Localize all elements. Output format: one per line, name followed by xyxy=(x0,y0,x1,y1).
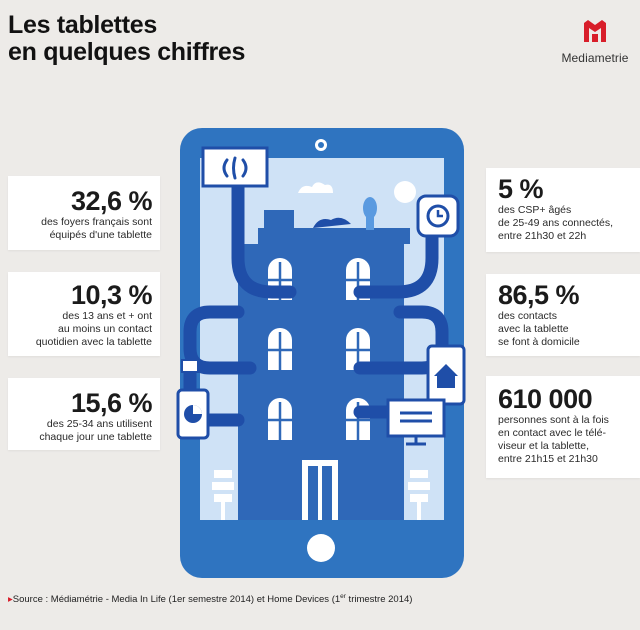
stat-description-line: des contacts xyxy=(498,310,557,322)
stat-description-line: des 13 ans et + ont xyxy=(62,310,152,322)
title-line-1: Les tablettes xyxy=(8,11,157,39)
stat-value: 610 000 xyxy=(498,384,593,414)
stat-description-line: viseur et la tablette, xyxy=(498,440,590,452)
source-marker-icon: ▸ xyxy=(8,594,13,606)
stat-description-line: des foyers français sont xyxy=(41,216,152,228)
logo-wordmark: Mediametrie xyxy=(561,51,629,65)
stat-description-line: au moins un contact xyxy=(58,323,152,335)
wifi-icon xyxy=(222,156,248,180)
stat-value: 15,6 % xyxy=(70,388,153,418)
page-title: Les tablettes en quelques chiffres xyxy=(8,12,245,66)
stat-value: 86,5 % xyxy=(498,280,580,310)
stat-description-line: en contact avec le télé- xyxy=(498,427,606,439)
mediametrie-logo: Mediametrie xyxy=(556,18,634,65)
house-icon xyxy=(434,364,458,388)
building-door xyxy=(302,460,338,520)
pie-chart-icon xyxy=(184,405,202,423)
stat-card-csp: 5 % des CSP+ âgés de 25-49 ans connectés… xyxy=(486,168,640,252)
stat-card-25-34: 15,6 % des 25-34 ans utilisent chaque jo… xyxy=(8,378,160,450)
tv-icon xyxy=(400,411,432,446)
phone-device xyxy=(181,359,199,373)
clock-icon xyxy=(426,204,450,228)
stat-description-line: avec la tablette xyxy=(498,323,569,335)
stat-description-line: des CSP+ âgés xyxy=(498,204,572,216)
source-note: ▸Source : Médiamétrie - Media In Life (1… xyxy=(8,593,412,605)
stat-description-line: équipés d'une tablette xyxy=(49,229,152,241)
mediametrie-logo-icon xyxy=(584,20,606,42)
stat-value: 32,6 % xyxy=(70,186,153,216)
source-text: Source : Médiamétrie - Media In Life (1e… xyxy=(12,594,341,606)
source-superscript: er xyxy=(340,593,346,600)
stat-description-line: chaque jour une tablette xyxy=(39,431,152,443)
stat-description-line: entre 21h30 et 22h xyxy=(498,230,587,242)
tv-device xyxy=(386,398,446,438)
stat-card-13-ans: 10,3 % des 13 ans et + ont au moins un c… xyxy=(8,272,160,356)
stat-description-line: de 25-49 ans connectés, xyxy=(498,217,613,229)
stat-description-line: se font à domicile xyxy=(498,336,580,348)
source-text-end: trimestre 2014) xyxy=(345,594,413,606)
stat-card-foyers: 32,6 % des foyers français sont équipés … xyxy=(8,176,160,250)
stat-value: 5 % xyxy=(498,174,544,204)
stat-card-610000: 610 000 personnes sont à la fois en cont… xyxy=(486,376,640,478)
home-button-icon[interactable] xyxy=(307,534,335,562)
tree-icon xyxy=(212,470,430,520)
stat-description-line: quotidien avec la tablette xyxy=(35,336,152,348)
stat-description-line: entre 21h15 et 21h30 xyxy=(498,453,598,465)
stat-card-domicile: 86,5 % des contacts avec la tablette se … xyxy=(486,274,640,356)
stat-value: 10,3 % xyxy=(70,280,153,310)
stat-description-line: des 25-34 ans utilisent xyxy=(46,418,152,430)
title-line-2: en quelques chiffres xyxy=(8,38,246,66)
stat-description-line: personnes sont à la fois xyxy=(498,414,609,426)
